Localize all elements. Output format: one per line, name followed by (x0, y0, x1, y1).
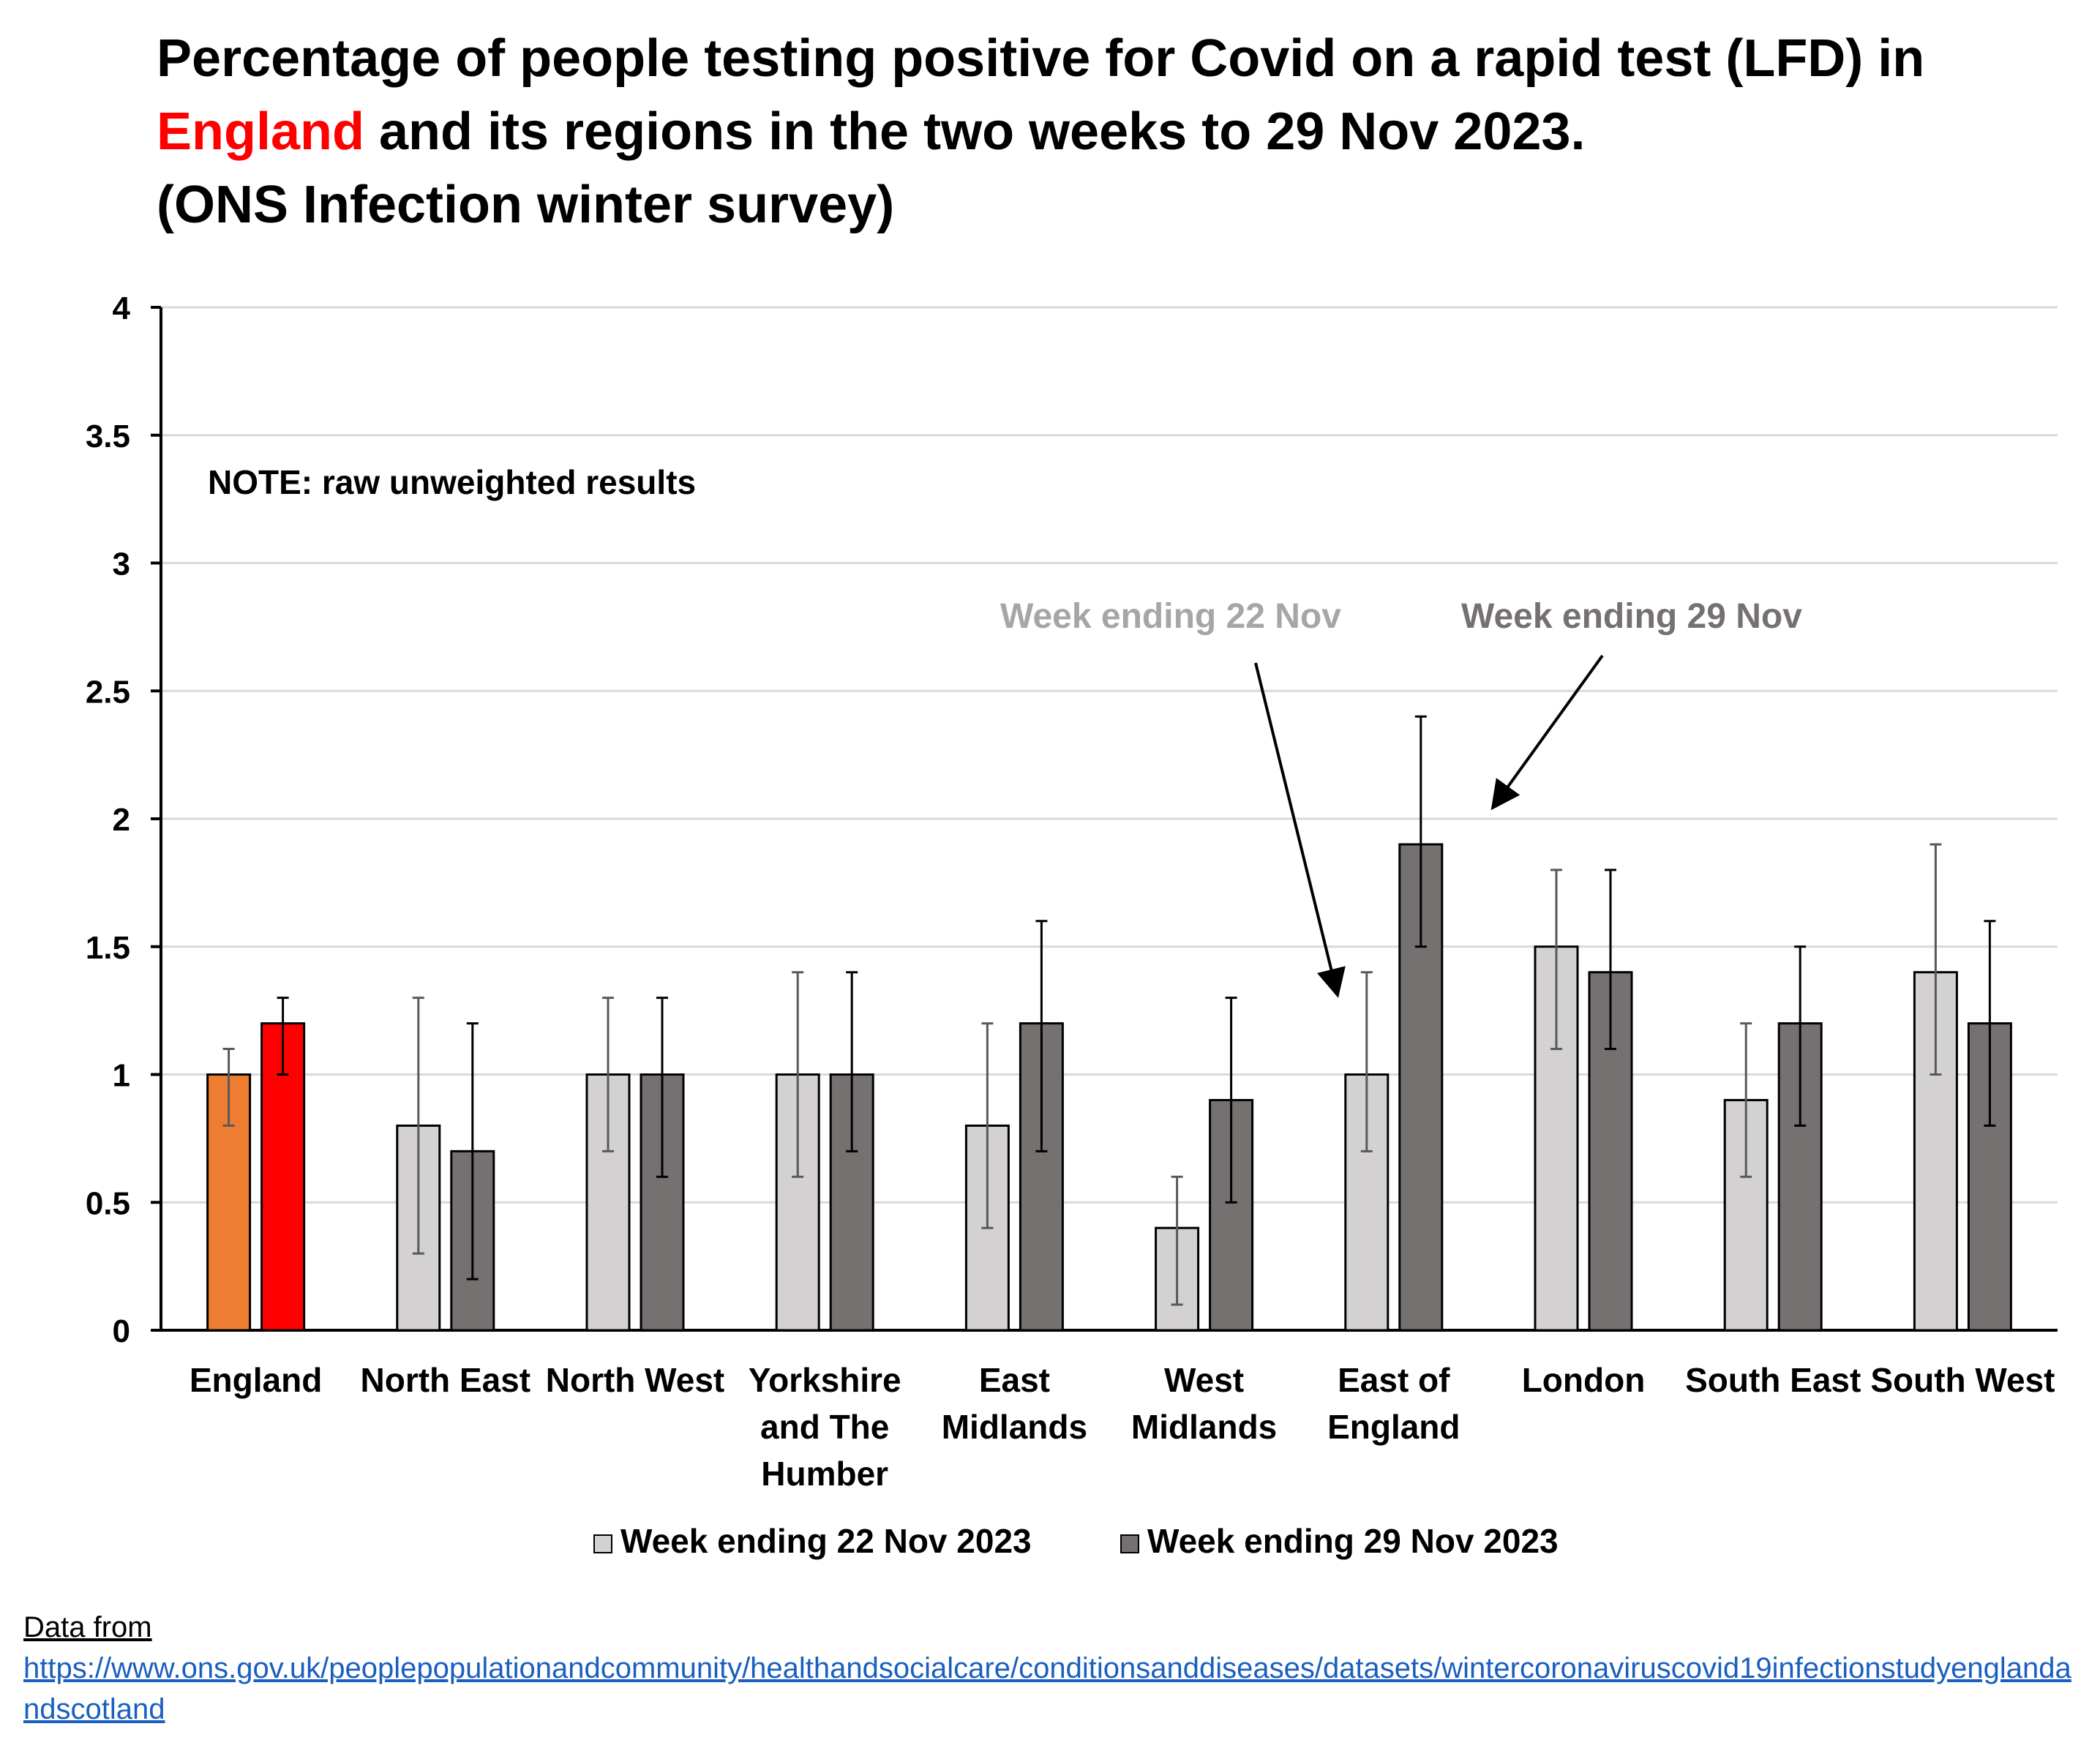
title-line-2: England and its regions in the two weeks… (157, 95, 2059, 168)
source-label: Data from (23, 1611, 152, 1643)
x-tick-label: Humber (761, 1455, 888, 1493)
legend-label-22-nov: Week ending 22 Nov 2023 (620, 1522, 1032, 1560)
legend-label-29-nov: Week ending 29 Nov 2023 (1147, 1522, 1559, 1560)
title-line-3: (ONS Infection winter survey) (157, 176, 895, 234)
legend-swatch-22-nov (593, 1534, 612, 1553)
legend-item-22-nov: Week ending 22 Nov 2023 (593, 1522, 1032, 1560)
annotation-29-nov-label: Week ending 29 Nov (1461, 597, 1802, 636)
chart-note: NOTE: raw unweighted results (208, 463, 696, 501)
annotation-29-nov: Week ending 29 Nov (1461, 597, 1802, 811)
bars (206, 843, 2012, 1332)
chart-title: Percentage of people testing positive fo… (157, 22, 2059, 241)
title-england-highlight: England (157, 102, 364, 161)
x-tick-label: South West (1870, 1361, 2055, 1399)
x-tick-label: East of (1338, 1361, 1450, 1399)
y-tick-label: 1 (113, 1058, 130, 1094)
x-tick-label: East (979, 1361, 1050, 1399)
x-tick-label: Midlands (1131, 1408, 1277, 1446)
x-tick-label: England (1327, 1408, 1460, 1446)
bar-22-nov (1344, 1073, 1390, 1332)
y-tick-label: 2.5 (86, 674, 130, 710)
x-tick-label: South East (1685, 1361, 1861, 1399)
y-tick-label: 2 (113, 802, 130, 838)
title-line-1: Percentage of people testing positive fo… (157, 29, 1925, 88)
annotation-22-nov-arrow (1254, 662, 1346, 998)
x-tick-label: North East (361, 1361, 531, 1399)
y-tick-label: 1.5 (86, 930, 130, 966)
y-tick-label: 4 (113, 290, 131, 326)
x-tick-label: England (190, 1361, 322, 1399)
annotation-22-nov: Week ending 22 Nov (1000, 597, 1346, 998)
x-tick-label: and The (760, 1408, 889, 1446)
y-tick-label: 3 (113, 547, 130, 582)
bar-chart: 0 0.5 1 1.5 2 2.5 3 3.5 4 England North East North… (86, 290, 2058, 1560)
legend-swatch-29-nov (1120, 1534, 1139, 1553)
annotation-22-nov-label: Week ending 22 Nov (1000, 597, 1341, 636)
y-tick-label: 0.5 (86, 1185, 130, 1221)
gridlines (161, 306, 2058, 1204)
source-note: Data from https://www.ons.gov.uk/peoplep… (23, 1607, 2087, 1730)
legend-item-29-nov: Week ending 29 Nov 2023 (1120, 1522, 1559, 1560)
annotation-29-nov-arrow (1490, 654, 1604, 811)
y-tick-label: 3.5 (86, 419, 130, 454)
legend: Week ending 22 Nov 2023 Week ending 29 N… (593, 1522, 1559, 1560)
x-tick-label: West (1164, 1361, 1244, 1399)
source-link[interactable]: https://www.ons.gov.uk/peoplepopulationa… (23, 1652, 2071, 1725)
x-tick-label: London (1522, 1361, 1646, 1399)
x-tick-label: Midlands (942, 1408, 1087, 1446)
x-axis-labels: England North East North West Yorkshire and … (190, 1361, 2055, 1493)
error-bars (222, 715, 1996, 1306)
title-line-2-rest: and its regions in the two weeks to 29 N… (364, 102, 1586, 161)
x-tick-label: North West (546, 1361, 725, 1399)
x-tick-label: Yorkshire (749, 1361, 901, 1399)
y-tick-label: 0 (113, 1313, 130, 1349)
